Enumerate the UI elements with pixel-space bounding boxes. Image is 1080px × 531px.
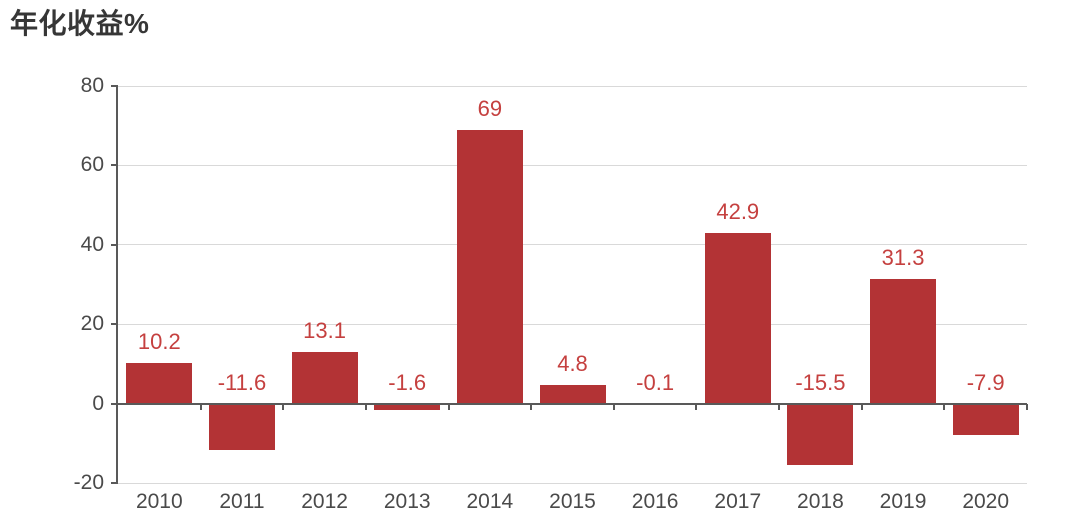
bar-2020 [952, 403, 1019, 435]
value-label-2018: -15.5 [795, 369, 846, 395]
value-label-2010: 10.2 [137, 329, 181, 355]
x-axis-label-2016: 2016 [631, 490, 679, 513]
value-label-2016: -0.1 [636, 369, 675, 395]
value-label-2017: 42.9 [716, 199, 760, 225]
bar-2015 [539, 384, 606, 404]
bar-2013 [374, 403, 441, 410]
x-axis-label-2014: 2014 [466, 490, 514, 513]
x-axis-tick-4 [447, 403, 450, 410]
x-axis-label-2013: 2013 [383, 490, 431, 513]
gridline-20 [118, 323, 1027, 325]
x-axis-tick-5 [530, 403, 533, 410]
x-axis-tick-2 [282, 403, 285, 410]
x-axis-tick-3 [364, 403, 367, 410]
x-axis-tick-11 [1026, 403, 1028, 410]
y-axis-label-40: 40 [80, 232, 104, 256]
x-axis-tick-9 [860, 403, 863, 410]
y-axis-tick--20 [111, 482, 118, 484]
x-axis-tick-8 [778, 403, 781, 410]
gridline-60 [118, 164, 1027, 166]
gridline-80 [118, 85, 1027, 87]
y-axis-label-20: 20 [80, 312, 104, 336]
gridline-40 [118, 244, 1027, 246]
value-label-2012: 13.1 [303, 317, 346, 343]
value-label-2013: -1.6 [388, 369, 427, 395]
y-axis-tick-20 [111, 323, 118, 326]
y-axis-label--20: -20 [73, 471, 104, 494]
x-axis-zero-line [118, 402, 1027, 405]
y-axis-label-60: 60 [80, 153, 104, 177]
y-axis-tick-40 [111, 243, 118, 246]
x-axis-label-2010: 2010 [135, 490, 183, 513]
y-axis-label-0: 0 [92, 391, 104, 415]
value-label-2019: 31.3 [881, 245, 925, 271]
gridline--20 [118, 482, 1027, 484]
bar-2017 [704, 233, 771, 404]
value-label-2014: 69 [477, 95, 503, 121]
x-axis-tick-6 [612, 403, 615, 410]
y-axis-line [116, 86, 118, 483]
x-axis-label-2018: 2018 [797, 490, 844, 513]
bar-2010 [126, 363, 193, 404]
y-axis-label-80: 80 [80, 74, 104, 97]
bar-2014 [456, 129, 523, 404]
x-axis-label-2017: 2017 [714, 490, 762, 513]
x-axis-label-2019: 2019 [879, 490, 927, 513]
x-axis-label-2012: 2012 [301, 490, 348, 513]
x-axis-label-2020: 2020 [962, 490, 1010, 513]
x-axis-tick-10 [943, 403, 946, 410]
value-label-2011: -11.6 [217, 369, 267, 395]
chart-title: 年化收益% [10, 8, 150, 39]
x-axis-tick-7 [695, 403, 698, 410]
bar-2019 [870, 279, 937, 404]
value-label-2020: -7.9 [966, 369, 1005, 395]
x-axis-label-2015: 2015 [549, 490, 596, 513]
x-axis-tick-1 [199, 403, 202, 410]
value-label-2015: 4.8 [557, 350, 588, 376]
bar-2012 [291, 351, 358, 404]
y-axis-tick-80 [111, 85, 118, 87]
y-axis-tick-0 [111, 402, 118, 405]
y-axis-tick-60 [111, 164, 118, 167]
x-axis-label-2011: 2011 [219, 490, 265, 513]
bar-2011 [208, 403, 275, 450]
bar-2018 [787, 403, 854, 466]
